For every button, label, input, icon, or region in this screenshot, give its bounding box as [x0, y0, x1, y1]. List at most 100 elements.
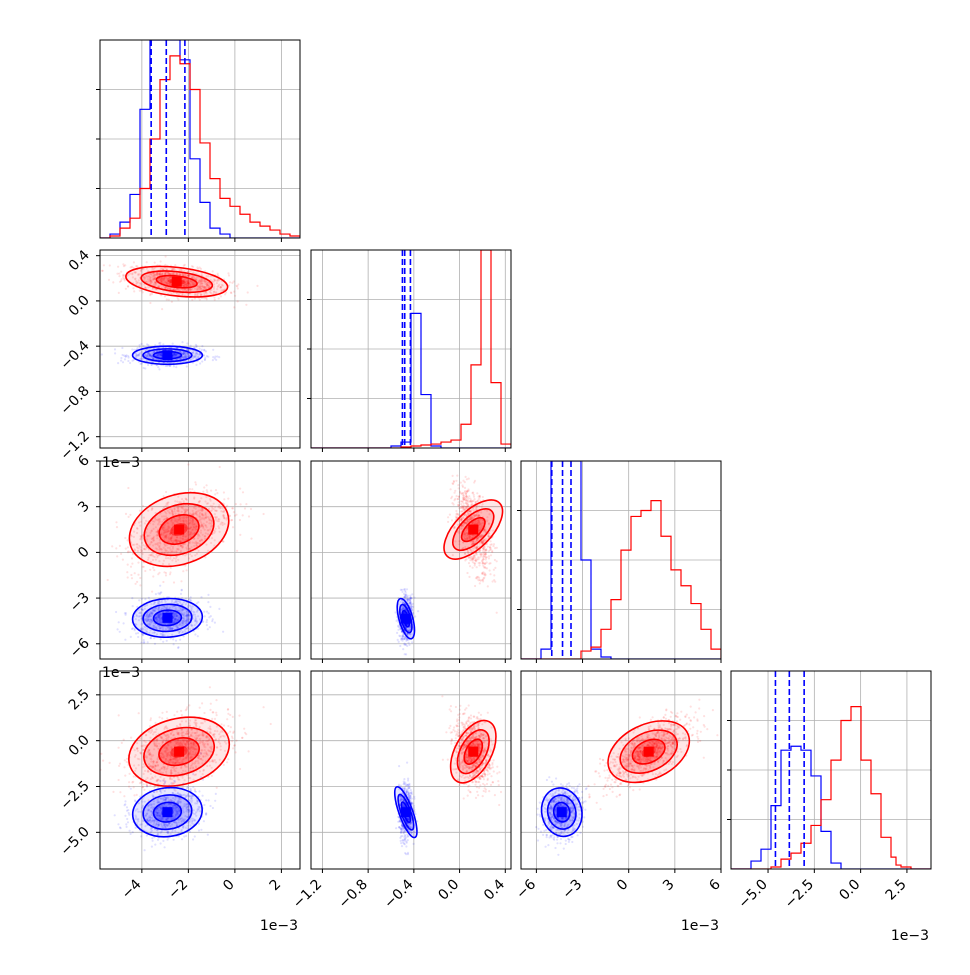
scatter-point [493, 543, 495, 545]
scatter-point [457, 484, 459, 486]
scatter-point [143, 566, 145, 568]
scatter-point [165, 572, 167, 574]
scatter-point [166, 298, 168, 300]
scatter-point [447, 516, 449, 518]
scatter-point [203, 486, 205, 488]
scatter-point [236, 550, 238, 552]
scatter-point [212, 618, 214, 620]
scatter-point [404, 596, 406, 598]
scatter-point [233, 511, 235, 513]
scatter-point [116, 526, 118, 528]
scatter-point [212, 356, 214, 358]
scatter-point [462, 505, 464, 507]
scatter-series_a [87, 255, 259, 310]
scatter-point [244, 507, 246, 509]
scatter-point [231, 507, 233, 509]
scatter-point [478, 577, 480, 579]
scatter-point [487, 585, 489, 587]
scatter-point [399, 645, 401, 647]
scatter-point [127, 576, 129, 578]
scatter-point [137, 636, 139, 638]
scatter-point [124, 639, 126, 641]
scatter-point [474, 557, 476, 559]
scatter-point [462, 501, 464, 503]
scatter-point [463, 496, 465, 498]
scatter-point [455, 480, 457, 482]
scatter-point [109, 264, 111, 266]
scatter-point [233, 306, 235, 308]
scatter-point [401, 589, 403, 591]
scatter-point [132, 605, 134, 607]
scatter-point [115, 521, 117, 523]
scatter-point [177, 647, 179, 649]
scatter-series_b [101, 341, 220, 371]
scatter-point [130, 574, 132, 576]
scatter-point [206, 491, 208, 493]
scatter-point [206, 484, 208, 486]
scatter-point [139, 344, 141, 346]
scatter-point [125, 356, 127, 358]
scatter-point [111, 545, 113, 547]
scatter-point [146, 261, 148, 263]
scatter-point [462, 486, 464, 488]
scatter-point [125, 288, 127, 290]
scatter-point [212, 349, 214, 351]
scatter-point [191, 299, 193, 301]
panel-2-0 [92, 461, 301, 663]
scatter-point [411, 605, 413, 607]
scatter-point [130, 636, 132, 638]
scatter-point [120, 271, 122, 273]
scatter-point [466, 572, 468, 574]
scatter-point [139, 577, 141, 579]
scatter-point [155, 593, 157, 595]
scatter-point [406, 588, 408, 590]
scatter-point [468, 478, 470, 480]
scatter-point [137, 562, 139, 564]
scatter-point [472, 558, 474, 560]
scatter-point [411, 641, 413, 643]
scatter-point [208, 616, 210, 618]
scatter-point [118, 621, 120, 623]
scatter-point [139, 510, 141, 512]
scatter-point [467, 490, 469, 492]
scatter-point [465, 499, 467, 501]
scatter-point [162, 641, 164, 643]
scatter-point [209, 606, 211, 608]
scatter-point [206, 619, 208, 621]
scatter-point [493, 569, 495, 571]
scatter-point [263, 513, 265, 515]
scatter-point [203, 297, 205, 299]
scatter-point [411, 593, 413, 595]
scatter-point [134, 572, 136, 574]
scatter-point [199, 348, 201, 350]
scatter-point [127, 546, 129, 548]
scatter-point [173, 365, 175, 367]
scatter-point [482, 496, 484, 498]
scatter-point [203, 611, 205, 613]
scatter-point [468, 495, 470, 497]
scatter-point [460, 503, 462, 505]
scatter-point [490, 554, 492, 556]
scatter-point [180, 580, 182, 582]
scatter-point [192, 266, 194, 268]
scatter-point [458, 496, 460, 498]
scatter-point [161, 308, 163, 310]
scatter-point [209, 626, 211, 628]
scatter-point [218, 297, 220, 299]
scatter-point [457, 504, 459, 506]
scatter-point [131, 348, 133, 350]
scatter-point [469, 498, 471, 500]
scatter-point [490, 540, 492, 542]
scatter-point [468, 576, 470, 578]
scatter-point [476, 566, 478, 568]
scatter-point [134, 629, 136, 631]
scatter-point [474, 559, 476, 561]
scatter-point [138, 599, 140, 601]
scatter-point [119, 281, 121, 283]
scatter-point [474, 563, 476, 565]
scatter-point [203, 355, 205, 357]
scatter-point [115, 547, 117, 549]
scatter-point [166, 640, 168, 642]
scatter-point [409, 595, 411, 597]
scatter-point [404, 636, 406, 638]
